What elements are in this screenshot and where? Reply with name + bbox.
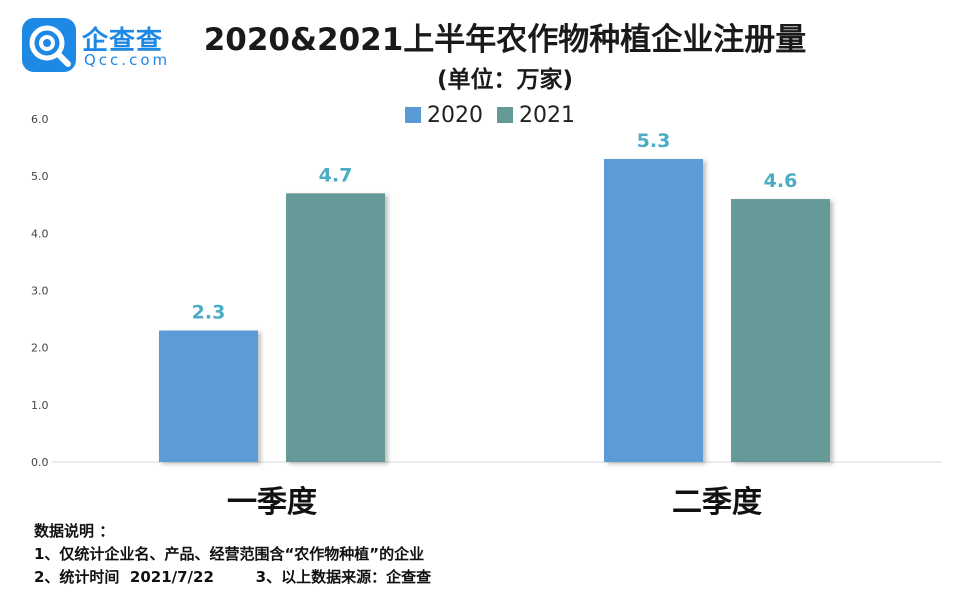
logo-name-en: Qcc.com: [84, 51, 171, 69]
y-tick-label: 5.0: [31, 170, 49, 183]
bar-2020-1: [159, 330, 258, 462]
notes-heading: 数据说明 ：: [34, 522, 115, 540]
y-tick-label: 1.0: [31, 399, 49, 412]
qcc-logo: 企查查 Qcc.com: [22, 18, 172, 74]
logo-name-cn: 企查查: [82, 26, 164, 56]
bar-2020-2: [604, 159, 703, 462]
chart-legend: 2020 2021: [405, 101, 589, 129]
y-axis: 0.0 1.0 2.0 3.0 4.0 5.0 6.0: [31, 113, 49, 469]
legend-swatch-2021: [497, 107, 513, 123]
chart-subtitle: (单位：万家): [436, 67, 574, 93]
x-category-label: 二季度: [672, 485, 762, 520]
notes-line-1: 1、仅统计企业名、产品、经营范围含“农作物种植”的企业: [34, 545, 425, 563]
y-tick-label: 4.0: [31, 227, 49, 240]
chart-title: 2020&2021上半年农作物种植企业注册量: [203, 22, 807, 58]
y-tick-label: 2.0: [31, 342, 49, 355]
x-category-label: 一季度: [227, 485, 317, 520]
notes-line-2: 2、统计时间 2021/7/22 3、以上数据来源：企查查: [34, 568, 432, 586]
bar-group: 2.3 4.7 5.3 4.6: [159, 130, 830, 463]
qcc-magnifier-logo-icon: [22, 18, 76, 72]
data-notes: 数据说明 ： 1、仅统计企业名、产品、经营范围含“农作物种植”的企业 2、统计时…: [34, 520, 431, 589]
legend-label-2021: 2021: [519, 102, 575, 128]
data-label-2020-1: 2.3: [192, 302, 226, 324]
legend-item-2020: 2020: [405, 103, 483, 128]
legend-swatch-2020: [405, 107, 421, 123]
data-label-2021-2: 4.6: [764, 170, 798, 192]
bar-chart: 0.0 1.0 2.0 3.0 4.0 5.0 6.0 2.3 4.7 5.3 4.6 一季度 二季…: [31, 113, 942, 520]
bar-2021-1: [286, 193, 385, 463]
data-label-2020-2: 5.3: [637, 130, 671, 152]
bar-2021-2: [731, 199, 830, 463]
y-tick-label: 0.0: [31, 456, 49, 469]
data-label-2021-1: 4.7: [319, 164, 353, 186]
x-axis: 一季度 二季度: [227, 485, 762, 520]
y-tick-label: 3.0: [31, 285, 49, 298]
legend-item-2021: 2021: [497, 103, 575, 128]
legend-label-2020: 2020: [427, 102, 483, 128]
y-tick-label: 6.0: [31, 113, 49, 126]
